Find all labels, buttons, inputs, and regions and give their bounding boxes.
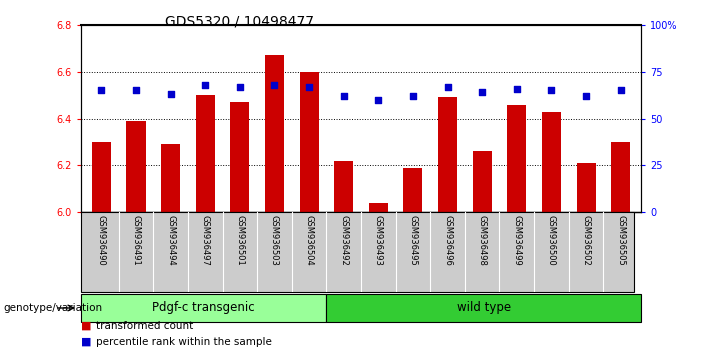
Bar [334, 161, 353, 212]
Bar [92, 142, 111, 212]
Bar [265, 55, 284, 212]
Bar [299, 72, 319, 212]
Point [200, 82, 211, 88]
Bar [369, 203, 388, 212]
Text: GSM936504: GSM936504 [305, 215, 313, 266]
Text: GSM936494: GSM936494 [166, 215, 175, 266]
Point [130, 87, 142, 93]
Point [96, 87, 107, 93]
Text: wild type: wild type [456, 302, 511, 314]
Text: GSM936498: GSM936498 [477, 215, 486, 266]
Point [615, 87, 626, 93]
Point [165, 91, 176, 97]
Text: Pdgf-c transgenic: Pdgf-c transgenic [152, 302, 254, 314]
Text: ■: ■ [81, 321, 91, 331]
Text: GSM936490: GSM936490 [97, 215, 106, 266]
Point [304, 84, 315, 90]
Text: GSM936496: GSM936496 [443, 215, 452, 266]
Bar [472, 152, 491, 212]
Text: transformed count: transformed count [96, 321, 193, 331]
Text: GSM936495: GSM936495 [409, 215, 417, 266]
Point [580, 93, 592, 99]
Text: GSM936501: GSM936501 [236, 215, 245, 266]
Point [511, 86, 522, 91]
Point [407, 93, 418, 99]
Text: GSM936493: GSM936493 [374, 215, 383, 266]
Point [442, 84, 453, 90]
Text: GSM936491: GSM936491 [132, 215, 140, 266]
Bar [403, 168, 423, 212]
Bar [126, 121, 146, 212]
Text: genotype/variation: genotype/variation [4, 303, 102, 313]
Bar [161, 144, 180, 212]
Bar [611, 142, 630, 212]
Text: ■: ■ [81, 337, 91, 347]
Text: percentile rank within the sample: percentile rank within the sample [96, 337, 272, 347]
Text: GSM936505: GSM936505 [616, 215, 625, 266]
Point [477, 90, 488, 95]
Bar [231, 102, 250, 212]
Point [338, 93, 349, 99]
Point [546, 87, 557, 93]
Text: GSM936503: GSM936503 [270, 215, 279, 266]
Bar [81, 294, 326, 322]
Bar [196, 95, 215, 212]
Bar [576, 163, 596, 212]
Point [269, 82, 280, 88]
Point [373, 97, 384, 103]
Text: GSM936497: GSM936497 [200, 215, 210, 266]
Text: GSM936502: GSM936502 [582, 215, 590, 266]
Point [234, 84, 245, 90]
Bar [542, 112, 561, 212]
Text: GSM936499: GSM936499 [512, 215, 522, 266]
Text: GSM936500: GSM936500 [547, 215, 556, 266]
Bar [438, 97, 457, 212]
Text: GDS5320 / 10498477: GDS5320 / 10498477 [165, 14, 314, 28]
Bar [508, 104, 526, 212]
Text: GSM936492: GSM936492 [339, 215, 348, 266]
Bar [326, 294, 641, 322]
